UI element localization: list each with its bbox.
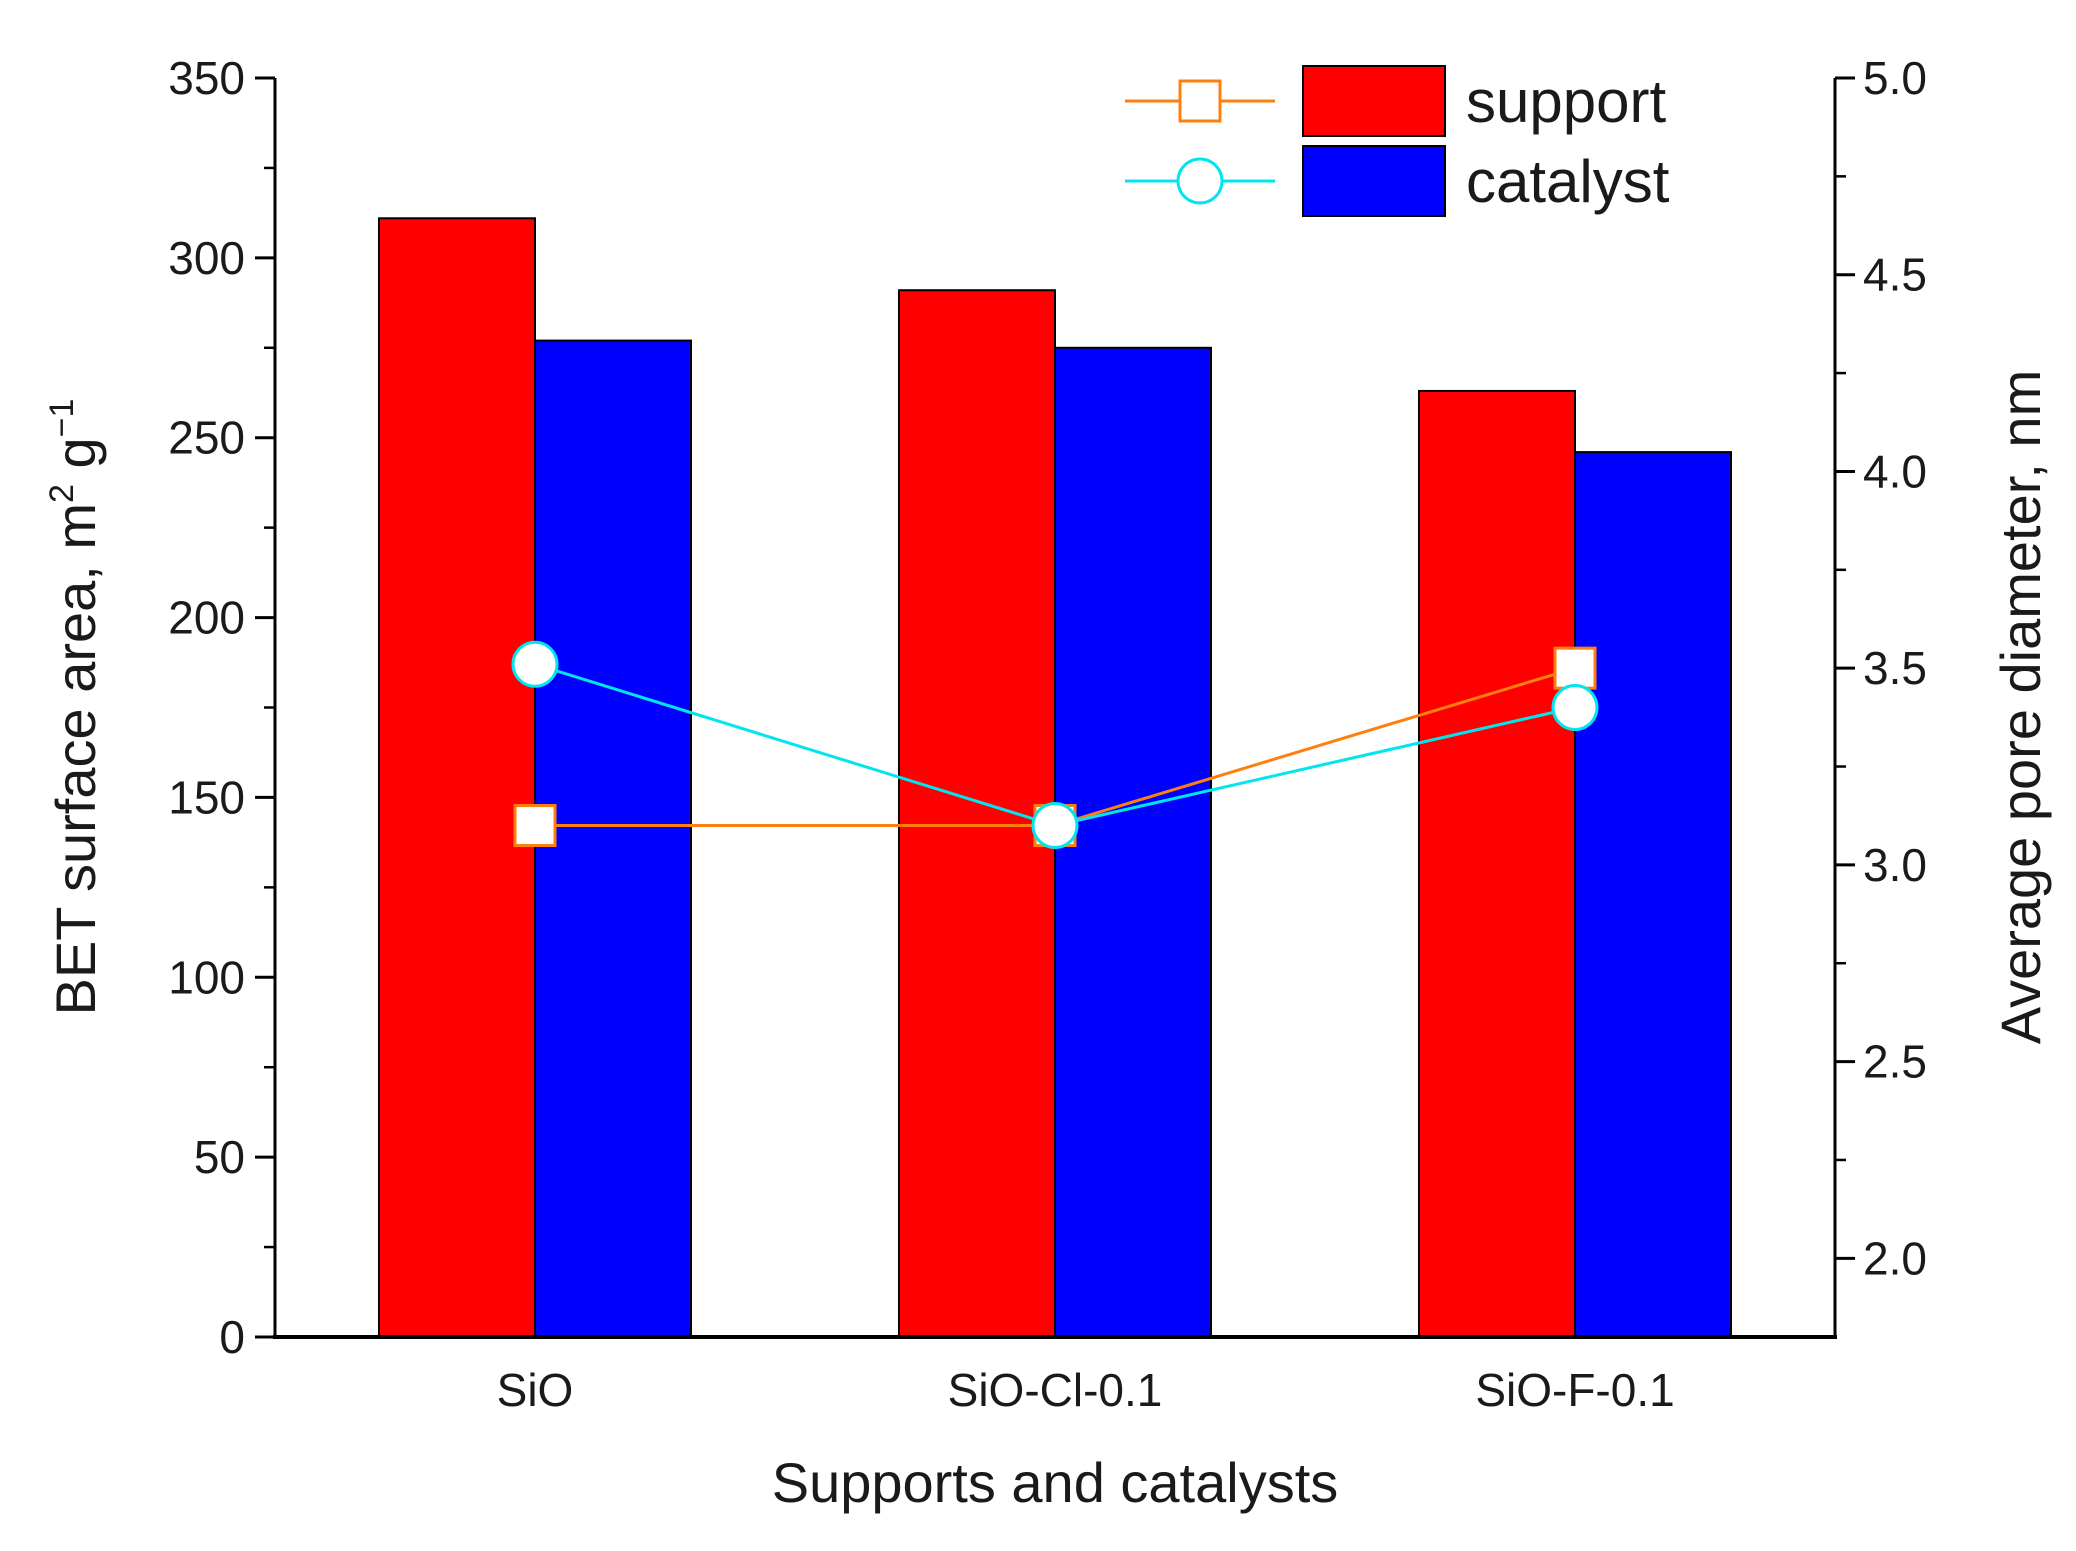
bars-layer (378, 217, 1732, 1338)
legend-entry-support: support (1125, 65, 1666, 137)
left-axis-title: BET surface area, m2 g−1 (43, 399, 107, 1016)
bar-support-2 (1418, 389, 1576, 1338)
point-catalyst-0 (511, 640, 559, 688)
right-tick-label: 4.0 (1863, 445, 1927, 497)
legend-catalyst-swatch (1302, 145, 1446, 217)
left-axis-title-mid: g (44, 437, 107, 484)
legend-catalyst-label: catalyst (1466, 148, 1670, 215)
right-axis-title: Average pore diameter, nm (1989, 370, 2052, 1044)
right-tick-label: 5.0 (1863, 52, 1927, 104)
left-tick-label: 200 (168, 592, 245, 644)
legend-catalyst-marker (1176, 157, 1224, 205)
right-tick-label: 2.0 (1863, 1232, 1927, 1284)
right-tick-label: 4.5 (1863, 249, 1927, 301)
right-tick-label: 3.5 (1863, 642, 1927, 694)
left-tick-label: 0 (219, 1311, 245, 1363)
left-tick-label: 300 (168, 232, 245, 284)
x-axis-title: Supports and catalysts (772, 1451, 1339, 1514)
legend-entry-catalyst: catalyst (1125, 145, 1670, 217)
legend: support catalyst (1125, 65, 1670, 217)
point-catalyst-2 (1551, 684, 1599, 731)
right-tick-label: 3.0 (1863, 839, 1927, 891)
bar-support-1 (898, 289, 1056, 1338)
lines-layer (511, 640, 1599, 850)
left-axis-title-sup: 2 (43, 484, 81, 503)
category-label: SiO (497, 1364, 574, 1416)
bar-catalyst-1 (1054, 346, 1212, 1338)
bar-support-0 (378, 217, 536, 1338)
point-catalyst-1 (1031, 802, 1079, 850)
category-label: SiO-Cl-0.1 (948, 1364, 1163, 1416)
point-support-2 (1553, 646, 1597, 690)
legend-support-marker (1178, 79, 1222, 123)
left-tick-label: 100 (168, 951, 245, 1003)
right-tick-label: 2.5 (1863, 1036, 1927, 1088)
legend-support-swatch (1302, 65, 1446, 137)
left-axis-title-main: BET surface area, m (44, 503, 107, 1016)
left-tick-label: 150 (168, 771, 245, 823)
bar-catalyst-0 (534, 339, 692, 1338)
ticks-layer: 0 50 100 150 200 250 300 350 2.0 2.5 3.0 3.5 4.0 4.5 5… (168, 52, 1927, 1416)
legend-support-label: support (1466, 68, 1666, 135)
left-axis-title-sup2: −1 (43, 399, 81, 438)
category-label: SiO-F-0.1 (1475, 1364, 1674, 1416)
left-tick-label: 250 (168, 412, 245, 464)
left-tick-label: 50 (194, 1131, 245, 1183)
bar-catalyst-2 (1574, 451, 1732, 1338)
left-tick-label: 350 (168, 52, 245, 104)
point-support-0 (513, 804, 557, 848)
